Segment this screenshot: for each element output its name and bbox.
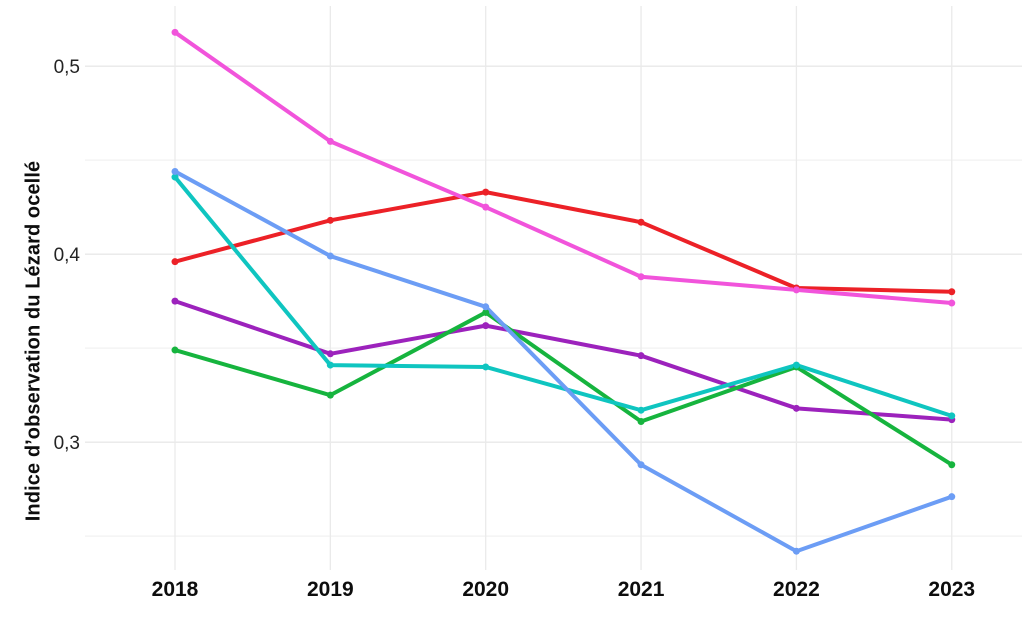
data-point-violette-2022 — [792, 404, 800, 412]
data-point-rouge-2020 — [482, 188, 490, 196]
x-tick-label: 2019 — [307, 578, 354, 601]
y-axis-title: Indice d’observation du Lézard ocellé — [22, 160, 45, 522]
data-point-cyan-2018 — [171, 173, 179, 181]
y-tick-label: 0,5 — [54, 57, 80, 78]
data-point-cyan-2022 — [792, 361, 800, 369]
data-point-verte-2023 — [948, 461, 956, 469]
series-line-rose — [173, 30, 954, 306]
data-point-bleue-2018 — [171, 167, 179, 175]
data-point-rouge-2021 — [637, 218, 645, 226]
data-point-violette-2019 — [326, 350, 334, 358]
data-point-cyan-2023 — [948, 412, 956, 420]
x-tick-label: 2023 — [928, 578, 975, 601]
data-point-rose-2019 — [326, 137, 334, 145]
data-point-bleue-2023 — [948, 493, 956, 501]
series-line-rouge — [173, 190, 954, 294]
data-point-violette-2021 — [637, 352, 645, 360]
data-point-rouge-2018 — [171, 258, 179, 266]
x-tick-label: 2018 — [152, 578, 199, 601]
data-point-verte-2019 — [326, 391, 334, 399]
data-point-rose-2022 — [792, 286, 800, 294]
data-point-bleue-2019 — [326, 252, 334, 260]
data-point-verte-2018 — [171, 346, 179, 354]
x-tick-label: 2022 — [773, 578, 820, 601]
data-point-bleue-2022 — [792, 547, 800, 555]
series-line-cyan — [173, 175, 954, 418]
data-point-rouge-2019 — [326, 216, 334, 224]
data-point-cyan-2020 — [482, 363, 490, 371]
data-point-rose-2021 — [637, 273, 645, 281]
data-point-verte-2021 — [637, 417, 645, 425]
data-point-rose-2023 — [948, 299, 956, 307]
y-tick-label: 0,3 — [54, 433, 80, 454]
data-point-cyan-2019 — [326, 361, 334, 369]
data-point-cyan-2021 — [637, 406, 645, 414]
y-tick-label: 0,4 — [54, 245, 81, 266]
series-line-verte — [173, 310, 954, 467]
data-point-violette-2020 — [482, 322, 490, 330]
data-point-bleue-2020 — [482, 303, 490, 311]
data-point-bleue-2021 — [637, 461, 645, 469]
x-tick-label: 2021 — [618, 578, 665, 601]
series-line-bleue — [173, 169, 954, 554]
data-point-rouge-2023 — [948, 288, 956, 296]
series-line-violette — [173, 299, 954, 422]
data-point-rose-2018 — [171, 28, 179, 36]
data-point-violette-2018 — [171, 297, 179, 305]
x-tick-label: 2020 — [462, 578, 509, 601]
data-point-verte-2020 — [482, 308, 490, 316]
data-point-rose-2020 — [482, 203, 490, 211]
